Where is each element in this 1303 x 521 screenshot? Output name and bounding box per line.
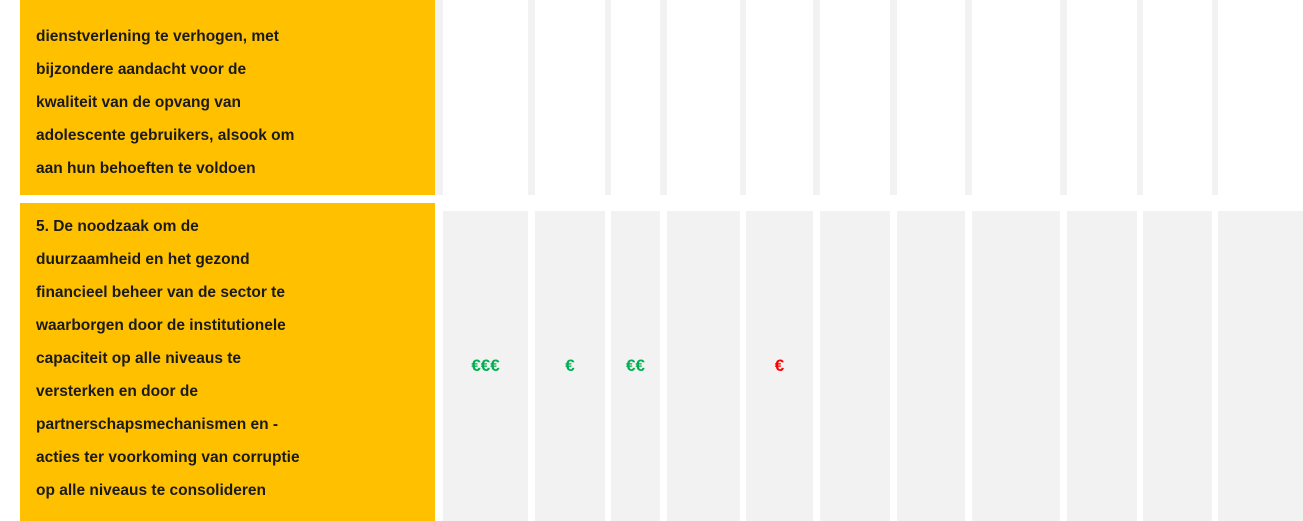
table-cell — [1143, 211, 1212, 521]
row-label: 5. De noodzaak om de duurzaamheid en het … — [20, 203, 435, 521]
table-cell — [535, 0, 605, 195]
label-line: partnerschapsmechanismen en - — [36, 416, 279, 433]
label-line: acties ter voorkoming van corruptie — [36, 449, 300, 466]
label-line: financieel beheer van de sector te — [36, 284, 285, 301]
label-line: bijzondere aandacht voor de — [36, 61, 247, 78]
table-cell — [1218, 211, 1303, 521]
table-cell — [972, 0, 1060, 195]
label-line: aan hun behoeften te voldoen — [36, 160, 256, 177]
table-cell: € — [746, 211, 813, 521]
table-cell: €€ — [611, 211, 660, 521]
label-line: duurzaamheid en het gezond — [36, 251, 250, 268]
table-cell — [667, 0, 740, 195]
table-cell — [667, 211, 740, 521]
table-cell — [1067, 0, 1137, 195]
table-cell — [1218, 0, 1303, 195]
table-cell — [611, 0, 660, 195]
label-line: capaciteit op alle niveaus te — [36, 350, 242, 367]
table-cell — [972, 211, 1060, 521]
table-cell — [1067, 211, 1137, 521]
table-cell: €€€ — [443, 211, 528, 521]
table-cell — [443, 0, 528, 195]
table-cell — [1143, 0, 1212, 195]
table-cell — [746, 0, 813, 195]
table-cell — [820, 0, 890, 195]
table-cell — [897, 0, 965, 195]
table-cell — [820, 211, 890, 521]
row-label: dienstverlening te verhogen, met bijzonde… — [20, 0, 435, 195]
table-cell — [897, 211, 965, 521]
label-line: kwaliteit van de opvang van — [36, 94, 242, 111]
label-line: 5. De noodzaak om de — [36, 218, 199, 235]
label-line: versterken en door de — [36, 383, 198, 400]
label-line: op alle niveaus te consolideren — [36, 482, 266, 499]
label-line: dienstverlening te verhogen, met — [36, 28, 279, 45]
label-line: adolescente gebruikers, alsook om — [36, 127, 295, 144]
label-line: waarborgen door de institutionele — [36, 317, 286, 334]
table-cell: € — [535, 211, 605, 521]
